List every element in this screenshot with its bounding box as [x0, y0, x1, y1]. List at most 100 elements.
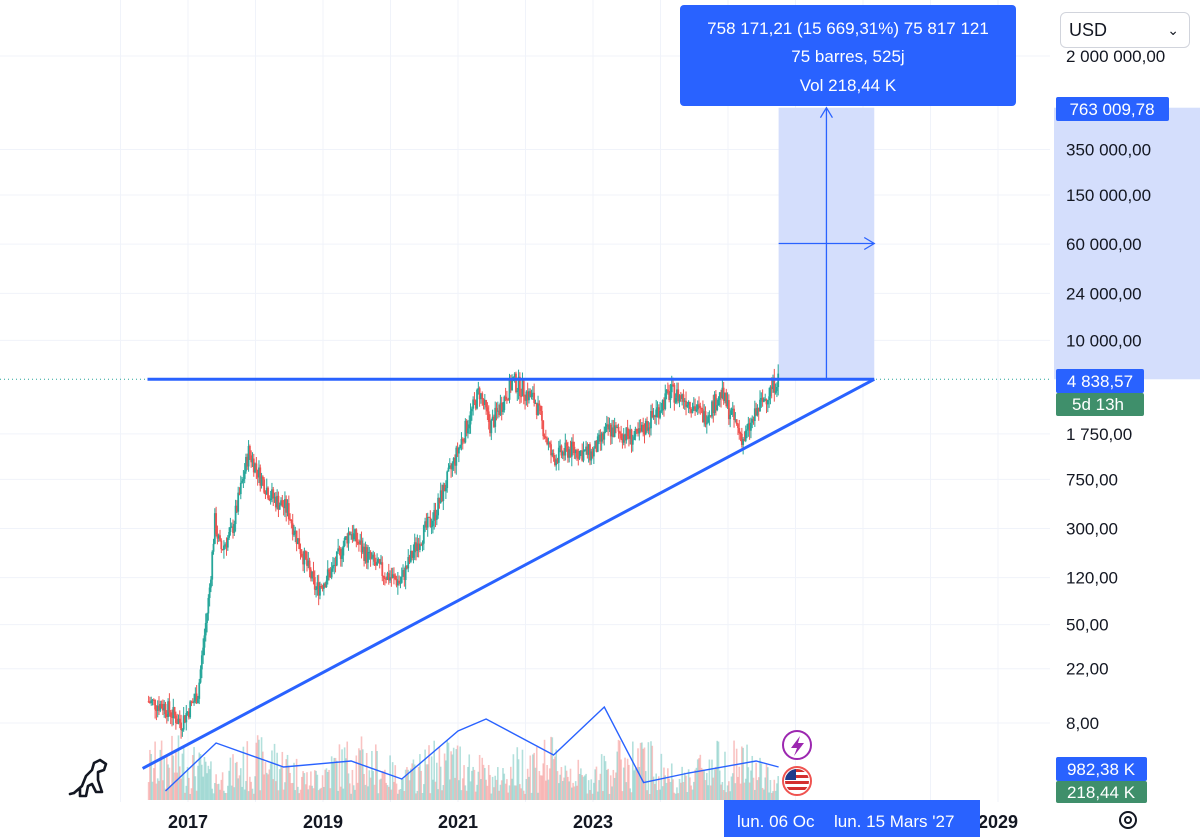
volume-bar: [582, 776, 585, 800]
candle-body: [324, 583, 327, 588]
candle-body: [230, 526, 233, 528]
volume-bar: [602, 791, 604, 800]
volume-bar: [156, 778, 159, 800]
measure-info-box[interactable]: 758 171,21 (15 669,31%) 75 817 121 75 ba…: [680, 5, 1016, 106]
volume-bar: [478, 754, 481, 800]
candle-body: [408, 557, 411, 562]
volume-bar: [487, 765, 490, 800]
volume-bar: [439, 766, 442, 800]
volume-bar: [191, 755, 194, 800]
candle-body: [713, 394, 716, 413]
volume-bar: [294, 790, 297, 800]
candle-body: [459, 444, 462, 449]
volume-bar: [693, 781, 695, 800]
volume-bar: [263, 774, 265, 800]
volume-bar: [613, 777, 616, 800]
volume-bar: [720, 784, 722, 800]
volume-bar: [201, 764, 203, 800]
candle-body: [467, 428, 469, 434]
candle-body: [193, 700, 195, 703]
y-tick-label: 24 000,00: [1066, 284, 1142, 303]
volume-bar: [461, 778, 464, 800]
volume-bar: [647, 742, 650, 800]
candle-body: [455, 447, 458, 466]
y-tick-label: 300,00: [1066, 520, 1118, 539]
candle-body: [352, 533, 355, 540]
candle-body: [463, 441, 465, 443]
volume-bar: [554, 756, 556, 800]
volume-bar: [667, 768, 669, 800]
volume-bar: [700, 767, 703, 800]
candle-body: [516, 390, 519, 392]
candle-body: [685, 400, 687, 407]
volume-bar: [558, 783, 560, 800]
volume-bar: [398, 789, 400, 800]
candle-body: [328, 569, 330, 572]
y-tick-label: 8,00: [1066, 714, 1099, 733]
candle-body: [755, 408, 758, 416]
candle-body: [245, 456, 247, 472]
volume-bar: [726, 785, 729, 800]
candle-body: [735, 419, 738, 425]
candle-body: [717, 399, 720, 406]
volume-bar: [391, 762, 394, 800]
candle-body: [624, 434, 626, 441]
candle-body: [756, 407, 759, 416]
volume-bar: [319, 788, 321, 800]
volume-bar: [442, 785, 445, 800]
candle-body: [493, 416, 495, 427]
volume-bar: [325, 768, 328, 800]
volume-bar: [364, 784, 367, 800]
volume-bar: [445, 760, 447, 800]
currency-select[interactable]: USD ⌄: [1060, 12, 1190, 48]
volume-bar: [197, 765, 199, 800]
volume-bar: [337, 790, 339, 800]
candle-body: [258, 467, 260, 478]
us-flag-icon[interactable]: [782, 766, 812, 796]
candle-body: [699, 405, 702, 408]
drawing-lines[interactable]: [0, 377, 1050, 770]
candle-body: [522, 380, 525, 397]
volume-bar: [349, 783, 351, 800]
candle-body: [180, 722, 182, 731]
volume-bar: [447, 742, 450, 800]
candle-body: [546, 438, 549, 445]
volume-bar: [742, 747, 744, 800]
candle-body: [709, 415, 712, 417]
volume-bar: [702, 769, 704, 800]
candle-body: [520, 396, 523, 398]
volume-bar: [687, 769, 690, 800]
candle-body: [356, 541, 359, 544]
volume-bar: [704, 780, 707, 800]
candle-body: [633, 436, 636, 440]
candle-body: [687, 402, 690, 405]
volume-bar: [669, 781, 672, 800]
candle-body: [439, 490, 442, 504]
candle-body: [590, 451, 593, 461]
volume-bar: [642, 748, 644, 800]
candle-body: [461, 438, 464, 442]
volume-bar: [221, 772, 224, 800]
volume-bar: [593, 782, 595, 800]
candle-body: [731, 408, 734, 411]
x-ticks: 2017 2019 2021 2023 2029: [168, 812, 1018, 832]
volume-bar: [469, 781, 472, 800]
volume-bar: [252, 793, 255, 800]
volume-bar: [581, 775, 583, 800]
settings-icon[interactable]: [1119, 811, 1137, 829]
candle-body: [198, 682, 201, 699]
volume-bar: [423, 784, 425, 800]
candle-body: [734, 419, 737, 421]
candle-body: [716, 405, 719, 411]
volume-bar: [570, 787, 573, 800]
candle-body: [306, 558, 308, 566]
candle-body: [355, 529, 358, 542]
candle-body: [473, 399, 476, 401]
volume-bar: [429, 793, 432, 800]
candle-body: [705, 422, 708, 425]
lightning-icon[interactable]: [782, 730, 812, 760]
candle-body: [396, 580, 399, 586]
candle-body: [712, 401, 715, 413]
candle-body: [420, 544, 423, 546]
